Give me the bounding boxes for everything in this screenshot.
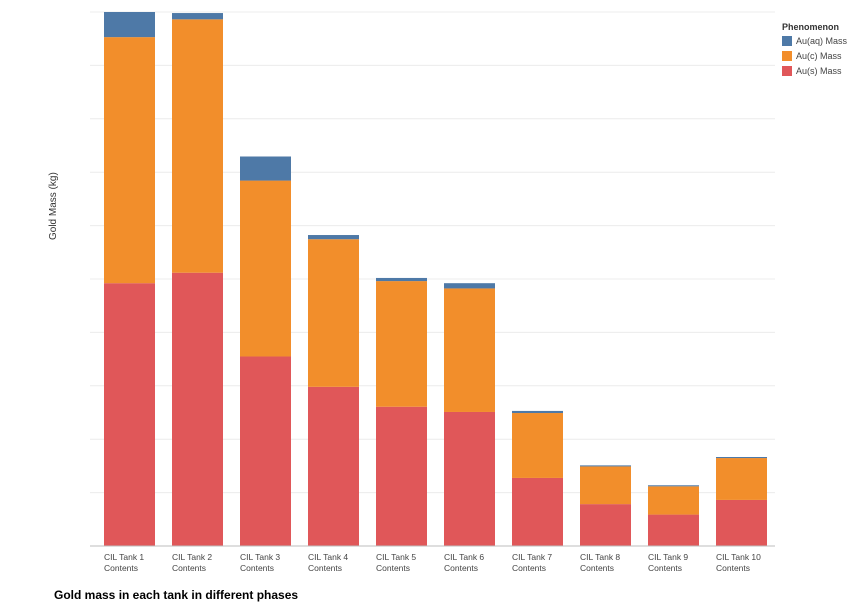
x-tick-label: CIL Tank 4 Contents bbox=[308, 552, 348, 573]
bar-segment-au-aq-tank-6 bbox=[444, 283, 495, 289]
bar-segment-au-aq-tank-3 bbox=[240, 156, 291, 181]
bar-segment-au-c-tank-7 bbox=[512, 413, 563, 478]
bar-segment-au-c-tank-1 bbox=[104, 37, 155, 284]
bar-segment-au-s-tank-8 bbox=[580, 504, 631, 546]
legend: Phenomenon Au(aq) Mass Au(c) Mass Au(s) Ma… bbox=[782, 22, 847, 81]
bar-segment-au-aq-tank-2 bbox=[172, 13, 223, 20]
legend-label: Au(s) Mass bbox=[796, 66, 842, 76]
x-tick-label: CIL Tank 1 Contents bbox=[104, 552, 144, 573]
x-tick-label: CIL Tank 6 Contents bbox=[444, 552, 484, 573]
bar-segment-au-c-tank-8 bbox=[580, 466, 631, 505]
bar-segment-au-s-tank-4 bbox=[308, 386, 359, 546]
x-tick-label: CIL Tank 7 Contents bbox=[512, 552, 552, 573]
bar-segment-au-s-tank-2 bbox=[172, 272, 223, 546]
legend-swatch bbox=[782, 36, 792, 46]
x-tick-label: CIL Tank 9 Contents bbox=[648, 552, 688, 573]
legend-swatch bbox=[782, 51, 792, 61]
bar-segment-au-aq-tank-1 bbox=[104, 12, 155, 38]
legend-items: Au(aq) Mass Au(c) Mass Au(s) Mass bbox=[782, 36, 847, 76]
bar-segment-au-aq-tank-10 bbox=[716, 457, 767, 459]
bar-segment-au-s-tank-7 bbox=[512, 477, 563, 546]
bar-segment-au-c-tank-9 bbox=[648, 486, 699, 515]
y-axis-label: Gold Mass (kg) bbox=[48, 172, 59, 240]
bar-segment-au-s-tank-9 bbox=[648, 514, 699, 546]
bar-segment-au-c-tank-2 bbox=[172, 19, 223, 273]
bar-segment-au-aq-tank-8 bbox=[580, 465, 631, 467]
x-tick-label: CIL Tank 2 Contents bbox=[172, 552, 212, 573]
bar-segment-au-s-tank-3 bbox=[240, 356, 291, 546]
x-tick-label: CIL Tank 5 Contents bbox=[376, 552, 416, 573]
x-tick-label: CIL Tank 8 Contents bbox=[580, 552, 620, 573]
legend-swatch bbox=[782, 66, 792, 76]
bar-segment-au-s-tank-10 bbox=[716, 499, 767, 546]
bar-segment-au-aq-tank-7 bbox=[512, 410, 563, 414]
bar-segment-au-aq-tank-9 bbox=[648, 485, 699, 487]
bar-segment-au-c-tank-10 bbox=[716, 458, 767, 500]
x-tick-labels: CIL Tank 1 Contents CIL Tank 2 Contents CIL … bbox=[104, 552, 761, 573]
bar-segment-au-c-tank-3 bbox=[240, 180, 291, 357]
legend-item-au-c: Au(c) Mass bbox=[782, 51, 847, 61]
bar-segment-au-aq-tank-4 bbox=[308, 235, 359, 240]
bar-segment-au-s-tank-5 bbox=[376, 406, 427, 546]
legend-item-au-s: Au(s) Mass bbox=[782, 66, 847, 76]
bar-segment-au-s-tank-1 bbox=[104, 283, 155, 546]
x-tick-label: CIL Tank 3 Contents bbox=[240, 552, 280, 573]
legend-item-au-aq: Au(aq) Mass bbox=[782, 36, 847, 46]
bar-segment-au-s-tank-6 bbox=[444, 411, 495, 546]
legend-title: Phenomenon bbox=[782, 22, 840, 32]
bar-segment-au-c-tank-6 bbox=[444, 288, 495, 412]
chart-title: Gold mass in each tank in different phas… bbox=[54, 588, 299, 602]
x-tick-label: CIL Tank 10 Contents bbox=[716, 552, 761, 573]
legend-label: Au(c) Mass bbox=[796, 51, 842, 61]
bar-segment-au-c-tank-5 bbox=[376, 281, 427, 407]
bars bbox=[104, 12, 767, 546]
bar-segment-au-c-tank-4 bbox=[308, 239, 359, 387]
bar-segment-au-aq-tank-5 bbox=[376, 277, 427, 282]
legend-label: Au(aq) Mass bbox=[796, 36, 848, 46]
